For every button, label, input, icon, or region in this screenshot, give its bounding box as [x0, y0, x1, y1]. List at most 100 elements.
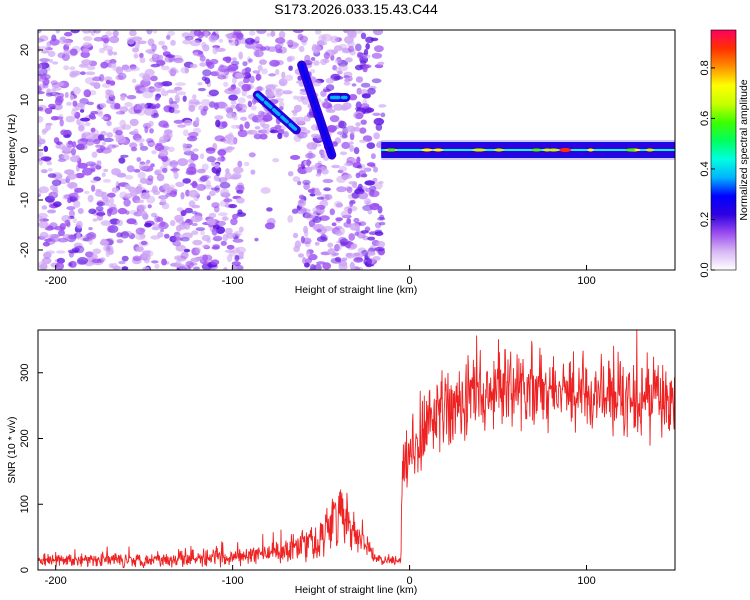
noise-blob — [112, 30, 119, 37]
noise-blob — [214, 115, 224, 120]
noise-blob — [202, 261, 209, 266]
noise-blob — [372, 177, 378, 183]
noise-blob — [107, 144, 117, 149]
colorbar-tick-label: 0.8 — [699, 60, 711, 75]
noise-blob — [81, 59, 92, 66]
noise-blob — [191, 247, 200, 256]
colorbar-tick-label: 0.0 — [699, 262, 711, 277]
noise-blob — [165, 192, 172, 197]
noise-blob — [306, 158, 311, 167]
noise-blob — [211, 246, 220, 250]
noise-blob — [336, 175, 347, 183]
noise-blob — [364, 107, 375, 113]
noise-blob — [217, 74, 227, 80]
noise-blob — [45, 92, 53, 97]
y-tick-label: 100 — [19, 495, 31, 513]
noise-blob — [346, 186, 353, 194]
noise-blob — [333, 45, 343, 52]
noise-blob — [206, 195, 211, 201]
noise-blob — [64, 92, 69, 98]
noise-blob — [256, 30, 267, 35]
noise-blob — [213, 102, 219, 110]
noise-blob — [218, 65, 229, 73]
noise-blob — [223, 267, 228, 270]
noise-blob — [183, 248, 191, 253]
noise-blob — [272, 88, 283, 92]
noise-blob — [215, 119, 221, 128]
noise-blob — [139, 57, 146, 64]
noise-blob — [48, 191, 58, 199]
noise-blob — [356, 156, 361, 164]
noise-blob — [133, 221, 138, 226]
colorbar-tick-label: 0.2 — [699, 212, 711, 227]
x-tick-label: -100 — [222, 275, 244, 287]
noise-blob — [38, 106, 44, 111]
noise-blob — [49, 59, 54, 63]
noise-blob — [199, 55, 206, 62]
carrier-hotspot — [433, 148, 444, 152]
noise-blob — [188, 189, 199, 198]
noise-blob — [272, 158, 280, 163]
noise-blob — [166, 89, 178, 94]
noise-blob — [84, 190, 90, 195]
x-tick-label: 100 — [577, 575, 595, 587]
noise-blob — [73, 242, 83, 249]
noise-blob — [248, 152, 256, 158]
noise-blob — [132, 78, 137, 84]
noise-blob — [58, 229, 65, 237]
noise-blob — [173, 171, 179, 180]
noise-blob — [77, 143, 88, 151]
noise-blob — [228, 94, 238, 101]
noise-blob — [50, 234, 61, 238]
noise-blob — [223, 198, 233, 203]
noise-blob — [101, 116, 109, 120]
noise-blob — [341, 134, 348, 139]
colorbar-axis: 0.0 0.2 0.4 0.6 0.8 — [699, 60, 715, 278]
noise-blob — [354, 231, 359, 236]
noise-blob — [259, 59, 267, 65]
noise-blob — [102, 196, 109, 203]
noise-blob — [134, 169, 141, 173]
noise-blob — [134, 199, 145, 204]
noise-blob — [348, 45, 355, 53]
noise-blob — [245, 37, 255, 45]
noise-blob — [39, 46, 49, 51]
noise-blob — [208, 212, 217, 219]
noise-blob — [282, 90, 293, 95]
noise-blob — [174, 214, 184, 222]
noise-blob — [111, 187, 119, 193]
noise-blob — [244, 121, 250, 129]
noise-blob — [75, 172, 85, 179]
noise-blob — [151, 150, 157, 155]
noise-blob — [186, 219, 191, 223]
noise-blob — [154, 144, 165, 152]
noise-blob — [217, 149, 227, 157]
noise-blob — [184, 67, 189, 74]
noise-blob — [330, 257, 342, 264]
noise-blob — [83, 89, 92, 98]
noise-blob — [154, 263, 160, 269]
noise-blob — [137, 102, 148, 111]
noise-blob — [201, 234, 211, 242]
noise-blob — [314, 187, 320, 196]
noise-blob — [233, 230, 243, 237]
noise-blob — [71, 148, 76, 156]
noise-blob — [156, 173, 165, 182]
noise-blob — [355, 43, 362, 52]
noise-blob — [260, 46, 267, 51]
noise-blob — [352, 252, 364, 259]
noise-blob — [224, 227, 233, 235]
noise-blob — [235, 246, 246, 254]
noise-blob — [248, 58, 253, 63]
noise-blob — [339, 43, 347, 50]
noise-blob — [206, 156, 216, 163]
noise-blob — [286, 39, 295, 46]
noise-blob — [121, 255, 129, 262]
noise-blob — [355, 122, 361, 127]
noise-blob — [191, 210, 198, 215]
noise-blob — [324, 194, 333, 200]
noise-blob — [225, 112, 237, 119]
noise-blob — [195, 215, 203, 222]
noise-blob — [353, 147, 360, 155]
noise-blob — [371, 78, 382, 84]
